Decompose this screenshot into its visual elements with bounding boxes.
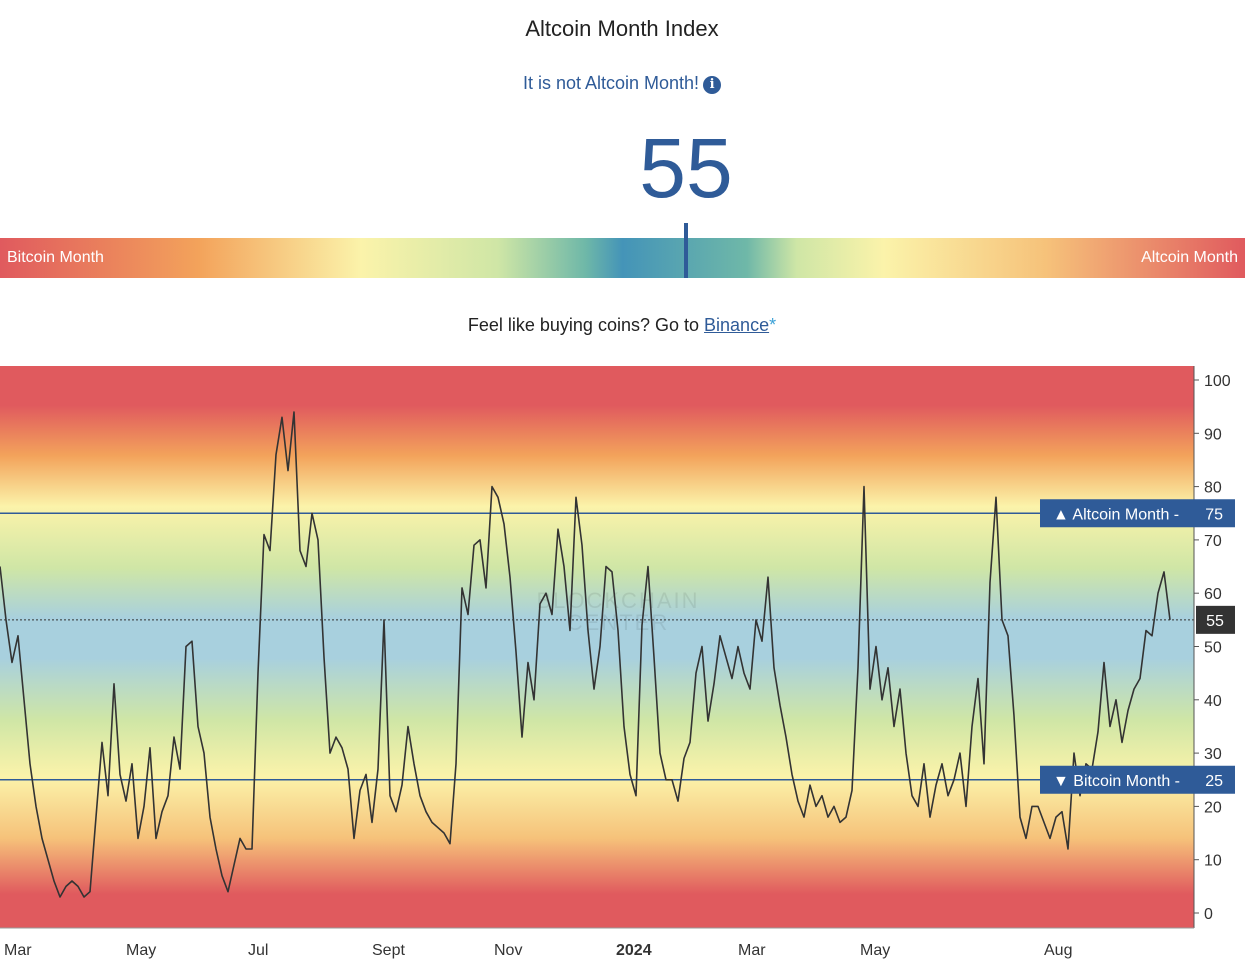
current-index-value: 55 [639,121,733,215]
promo-asterisk: * [769,315,777,335]
y-tick-label: 10 [1204,853,1222,870]
x-tick-label: Sept [372,942,405,959]
y-tick-label: 50 [1204,640,1222,657]
x-tick-label: May [126,942,156,959]
y-tick-label: 30 [1204,746,1222,763]
info-icon[interactable]: i [703,76,722,94]
x-tick-label: Mar [738,942,766,959]
page-title: Altcoin Month Index [525,16,719,41]
y-tick-label: 40 [1204,693,1222,710]
y-tick-label: 20 [1204,799,1222,816]
status-text: It is not Altcoin Month! i [0,73,1244,94]
y-tick-label: 0 [1204,906,1213,923]
binance-link[interactable]: Binance [704,315,770,335]
promo-text: Feel like buying coins? Go to Binance* [0,315,1244,336]
gauge-label-altcoin: Altcoin Month [1141,249,1238,266]
plot-background [0,366,1194,928]
y-tick-label: 80 [1204,480,1222,497]
watermark-text: BLOCKCHAIN [536,588,699,613]
x-tick-label: Jul [248,942,268,959]
x-tick-label: 2024 [616,942,652,959]
threshold-label: ▼ Bitcoin Month - [1053,773,1180,790]
current-value-box [1196,605,1235,634]
threshold-label-box [1040,499,1235,528]
threshold-label-box [1040,765,1235,794]
threshold-label: ▲ Altcoin Month - [1053,506,1179,523]
series-line [0,411,1171,898]
y-tick-label: 70 [1204,533,1222,550]
promo-prefix: Feel like buying coins? Go to [467,315,700,335]
y-tick-label: 100 [1204,373,1231,390]
current-value-label: 55 [1206,613,1224,630]
gauge-marker [684,223,688,278]
x-tick-label: May [860,942,890,959]
y-tick-label: 90 [1204,426,1222,443]
threshold-value: 75 [1205,506,1223,523]
x-tick-label: Nov [494,942,522,959]
x-tick-label: Aug [1044,942,1072,959]
x-tick-label: Mar [4,942,32,959]
y-tick-label: 60 [1204,586,1222,603]
threshold-value: 25 [1205,773,1223,790]
status-message: It is not Altcoin Month! [522,73,700,93]
index-gauge-bar: Bitcoin Month Altcoin Month [0,238,1245,278]
gauge-label-bitcoin: Bitcoin Month [7,249,104,266]
